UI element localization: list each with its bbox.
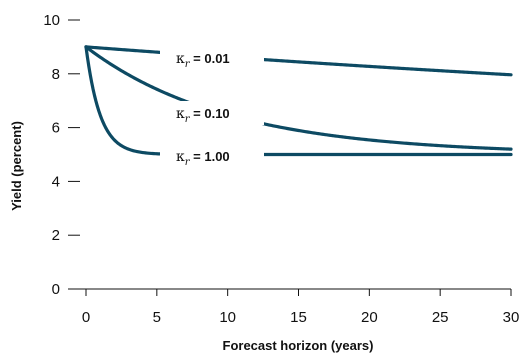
x-tick-label: 30 (503, 309, 520, 326)
x-tick-label: 5 (153, 309, 161, 326)
kappa-010-line (84, 45, 513, 151)
x-tick-label: 10 (219, 309, 236, 326)
y-axis-title: Yield (percent) (9, 121, 24, 211)
x-tick-label: 0 (82, 309, 90, 326)
kappa-001-label: κr = 0.01 (176, 51, 230, 70)
y-tick-label: 0 (52, 281, 60, 298)
x-tick-label: 20 (361, 309, 378, 326)
kappa-value: = 0.01 (190, 51, 230, 66)
kappa-symbol: κ (176, 149, 185, 165)
kappa-100-line (84, 45, 513, 157)
kappa-symbol: κ (176, 106, 185, 122)
y-tick-label: 2 (52, 227, 60, 244)
series-lines (84, 45, 513, 157)
y-tick-label: 8 (52, 66, 60, 83)
kappa-value: = 1.00 (190, 149, 230, 164)
y-tick-label: 6 (52, 120, 60, 137)
kappa-value: = 0.10 (190, 106, 230, 121)
x-tick-label: 25 (432, 309, 449, 326)
kappa-subscript: r (185, 157, 191, 168)
kappa-010-label: κr = 0.10 (176, 106, 230, 125)
axes: 0 5 10 15 20 25 30 0 2 4 6 8 10 (43, 12, 519, 326)
label-backdrop (160, 144, 264, 168)
y-tick-label: 4 (52, 173, 60, 190)
kappa-001-line (84, 45, 513, 77)
y-tick-label: 10 (43, 12, 60, 29)
x-axis-title: Forecast horizon (years) (223, 338, 374, 353)
label-backdrop (160, 101, 264, 125)
x-tick-label: 15 (290, 309, 307, 326)
kappa-symbol: κ (176, 51, 185, 67)
kappa-subscript: r (185, 114, 191, 125)
kappa-subscript: r (185, 59, 191, 70)
kappa-100-label: κr = 1.00 (176, 149, 230, 168)
label-backdrop (160, 46, 264, 70)
